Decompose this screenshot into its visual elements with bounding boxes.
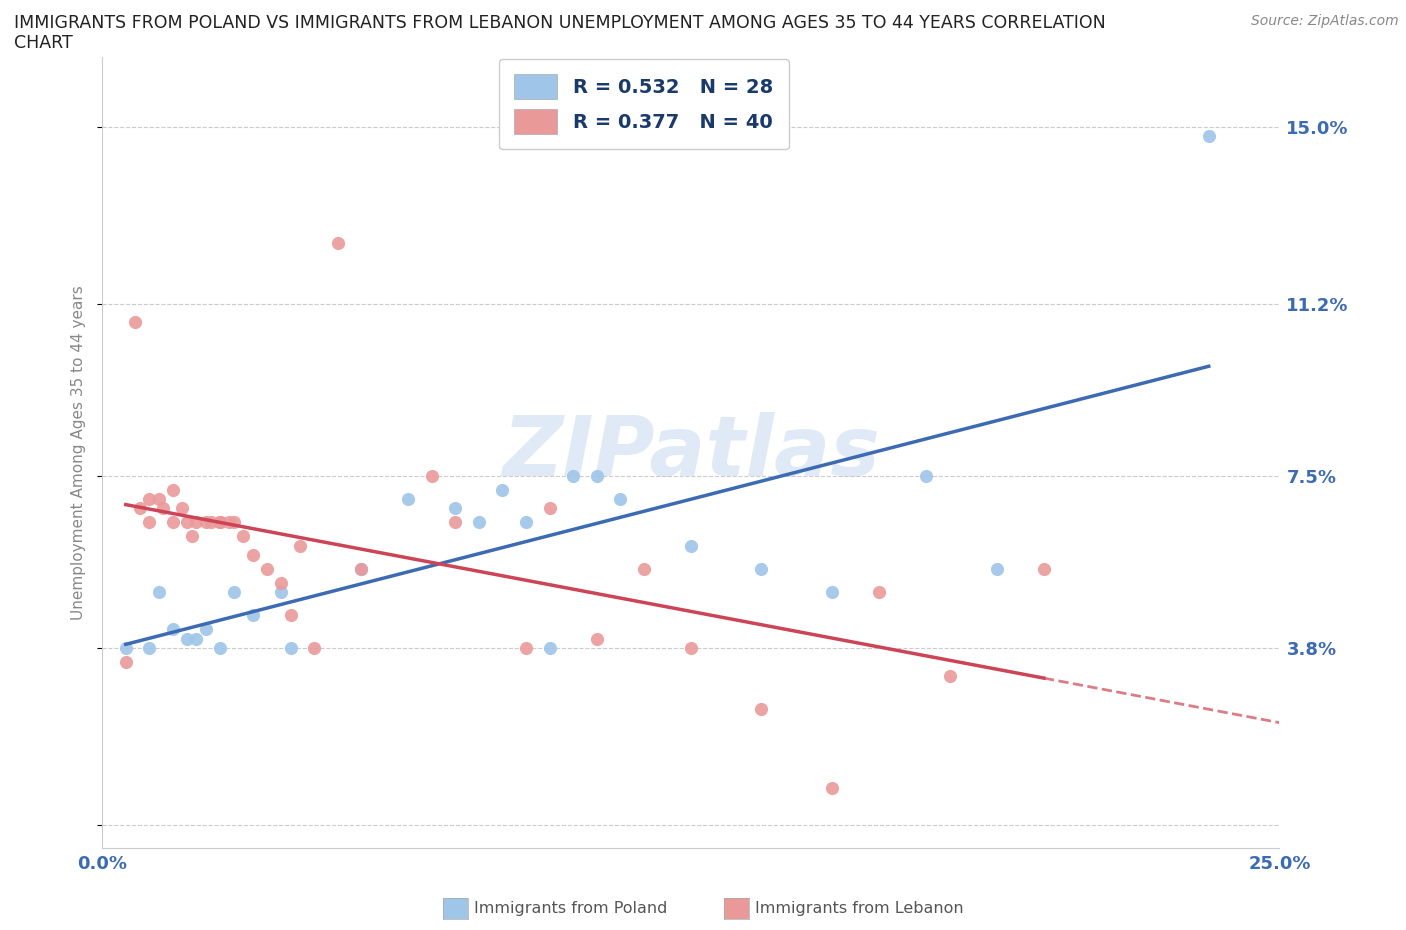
Point [256, 562, 278, 577]
Point [138, 492, 160, 507]
Point [444, 515, 467, 530]
Point [538, 641, 561, 656]
Point [939, 669, 962, 684]
Text: Source: ZipAtlas.com: Source: ZipAtlas.com [1251, 14, 1399, 28]
Point [468, 515, 491, 530]
Point [585, 631, 607, 646]
Point [515, 515, 537, 530]
Point [270, 576, 292, 591]
Point [208, 515, 231, 530]
Point [172, 501, 194, 516]
Point [222, 515, 245, 530]
Point [162, 622, 184, 637]
Point [868, 585, 890, 600]
Point [124, 314, 146, 329]
Text: CHART: CHART [14, 34, 73, 52]
Point [491, 483, 513, 498]
Text: Immigrants from Poland: Immigrants from Poland [474, 901, 668, 916]
Point [208, 641, 231, 656]
Point [176, 631, 198, 646]
Point [679, 641, 702, 656]
Point [821, 585, 844, 600]
Text: IMMIGRANTS FROM POLAND VS IMMIGRANTS FROM LEBANON UNEMPLOYMENT AMONG AGES 35 TO : IMMIGRANTS FROM POLAND VS IMMIGRANTS FRO… [14, 14, 1105, 32]
Point [609, 492, 631, 507]
Point [915, 469, 938, 484]
Point [194, 622, 217, 637]
Point [242, 548, 264, 563]
Legend: R = 0.532   N = 28, R = 0.377   N = 40: R = 0.532 N = 28, R = 0.377 N = 40 [499, 59, 789, 150]
Point [180, 529, 202, 544]
Point [186, 515, 208, 530]
Point [138, 515, 160, 530]
Point [138, 641, 160, 656]
Point [350, 562, 373, 577]
Point [1032, 562, 1054, 577]
Point [1198, 128, 1220, 143]
Point [562, 469, 585, 484]
Point [194, 515, 217, 530]
Point [515, 641, 537, 656]
Point [162, 483, 184, 498]
Point [326, 235, 349, 250]
Point [679, 538, 702, 553]
Point [128, 501, 150, 516]
Point [444, 501, 467, 516]
Point [270, 585, 292, 600]
Point [986, 562, 1008, 577]
Point [114, 641, 136, 656]
Point [538, 501, 561, 516]
Point [114, 655, 136, 670]
Text: Immigrants from Lebanon: Immigrants from Lebanon [755, 901, 963, 916]
Point [222, 585, 245, 600]
Point [280, 608, 302, 623]
Point [208, 515, 231, 530]
Point [302, 641, 325, 656]
Point [280, 641, 302, 656]
Point [148, 492, 170, 507]
Point [350, 562, 373, 577]
Y-axis label: Unemployment Among Ages 35 to 44 years: Unemployment Among Ages 35 to 44 years [72, 286, 86, 620]
Point [633, 562, 655, 577]
Point [751, 701, 773, 716]
Point [585, 469, 607, 484]
Point [821, 780, 844, 795]
Point [218, 515, 240, 530]
Point [148, 585, 170, 600]
Point [186, 631, 208, 646]
Point [396, 492, 419, 507]
Point [420, 469, 443, 484]
Text: ZIPatlas: ZIPatlas [502, 412, 880, 493]
Point [176, 515, 198, 530]
Point [152, 501, 174, 516]
Point [242, 608, 264, 623]
Point [232, 529, 254, 544]
Point [200, 515, 222, 530]
Point [288, 538, 311, 553]
Point [751, 562, 773, 577]
Point [162, 515, 184, 530]
